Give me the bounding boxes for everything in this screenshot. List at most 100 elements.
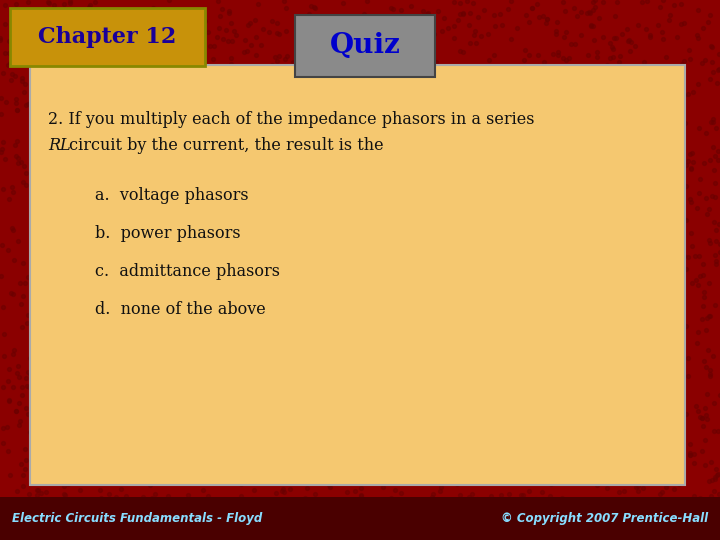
Point <box>636 484 648 492</box>
Point <box>315 120 326 129</box>
Point <box>284 179 296 188</box>
Point <box>66 179 78 188</box>
Point <box>520 195 531 204</box>
Point <box>192 111 204 119</box>
Point <box>521 11 532 19</box>
Point <box>640 25 652 33</box>
Point <box>95 35 107 43</box>
Point <box>332 462 343 471</box>
Point <box>388 205 400 214</box>
Point <box>342 161 354 170</box>
Point <box>467 115 478 124</box>
Point <box>444 109 455 117</box>
Point <box>431 79 442 87</box>
Point <box>618 152 629 160</box>
Point <box>377 483 388 491</box>
Point <box>210 221 221 230</box>
Point <box>59 491 71 500</box>
Point <box>441 232 452 241</box>
Point <box>614 447 626 456</box>
Point <box>518 490 529 499</box>
Point <box>156 99 168 107</box>
Point <box>368 89 379 97</box>
Point <box>199 183 210 191</box>
Point <box>418 374 430 382</box>
Point <box>115 484 127 493</box>
Point <box>147 3 158 12</box>
Point <box>17 383 28 391</box>
Point <box>571 12 582 21</box>
Point <box>693 525 704 534</box>
Point <box>710 237 720 246</box>
Point <box>508 113 519 122</box>
Point <box>140 212 151 220</box>
Point <box>338 295 349 303</box>
Point <box>626 272 638 280</box>
Point <box>132 416 144 425</box>
Point <box>694 272 706 280</box>
Point <box>243 145 255 153</box>
Point <box>163 0 175 4</box>
Point <box>339 143 351 152</box>
Point <box>675 166 686 175</box>
Point <box>335 266 346 275</box>
Point <box>587 517 598 525</box>
Point <box>564 174 576 183</box>
Point <box>17 76 28 85</box>
Point <box>624 348 636 356</box>
Point <box>168 83 180 91</box>
Point <box>0 1 11 9</box>
Point <box>370 36 382 45</box>
Point <box>513 187 524 196</box>
Point <box>11 407 22 415</box>
Point <box>485 376 496 384</box>
Point <box>627 346 639 355</box>
Point <box>79 276 91 285</box>
Point <box>17 482 29 491</box>
Point <box>708 193 720 201</box>
Point <box>3 364 14 373</box>
Point <box>133 276 145 285</box>
Point <box>67 265 78 273</box>
Point <box>461 390 472 399</box>
Point <box>511 222 523 231</box>
Point <box>454 0 465 8</box>
Point <box>457 48 469 56</box>
Point <box>574 522 585 531</box>
Point <box>168 10 179 19</box>
Point <box>652 332 663 341</box>
Point <box>557 352 568 361</box>
Point <box>37 360 48 369</box>
Point <box>603 240 615 249</box>
Point <box>76 129 88 137</box>
Point <box>40 45 52 54</box>
Point <box>147 494 158 502</box>
Point <box>14 421 25 430</box>
Point <box>9 141 21 150</box>
Point <box>171 66 183 75</box>
Point <box>593 344 604 353</box>
Point <box>549 223 561 232</box>
Point <box>102 172 114 181</box>
Point <box>541 147 552 156</box>
Point <box>693 252 705 260</box>
Point <box>467 69 478 77</box>
Point <box>196 269 207 278</box>
Point <box>66 261 77 270</box>
Point <box>212 247 223 255</box>
Point <box>266 323 277 332</box>
Point <box>285 233 297 241</box>
Point <box>0 438 9 447</box>
Point <box>17 322 28 331</box>
Point <box>554 332 565 340</box>
Point <box>441 336 452 345</box>
Point <box>538 104 549 113</box>
Point <box>573 215 585 224</box>
Point <box>0 147 6 156</box>
Point <box>220 84 232 92</box>
Point <box>679 506 690 515</box>
Point <box>19 80 31 89</box>
Point <box>708 534 719 540</box>
Point <box>511 235 523 244</box>
Point <box>587 373 598 381</box>
